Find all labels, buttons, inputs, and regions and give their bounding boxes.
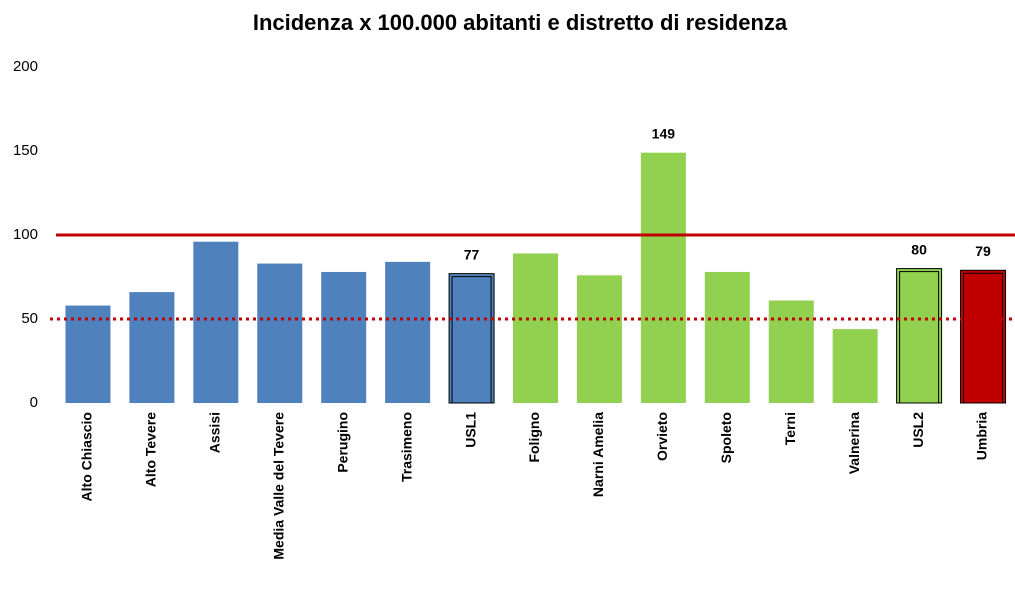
x-tick-label: Alto Chiascio (79, 412, 95, 501)
x-tick-label: Orvieto (654, 412, 670, 461)
x-tick-label: Alto Tevere (143, 412, 159, 487)
y-tick-label: 50 (21, 310, 38, 327)
x-tick-label: Terni (782, 412, 798, 445)
x-tick-label: Perugino (334, 412, 350, 473)
bar (257, 263, 303, 403)
x-tick-label: Umbria (974, 412, 990, 460)
x-tick-label: Assisi (207, 412, 223, 453)
value-label: 149 (652, 125, 676, 141)
x-tick-label: Trasimeno (398, 412, 414, 482)
value-label: 80 (911, 241, 927, 257)
bar (65, 305, 111, 403)
bar (193, 241, 239, 403)
bar-outline (963, 272, 1004, 404)
x-tick-label: Foligno (526, 412, 542, 463)
bar (640, 152, 686, 403)
bar (960, 270, 1006, 403)
bar (896, 268, 942, 403)
x-tick-label: Valnerina (846, 412, 862, 474)
bar (576, 275, 622, 403)
y-tick-label: 200 (13, 58, 38, 75)
y-tick-label: 0 (30, 394, 38, 411)
bar (385, 261, 431, 403)
value-label: 79 (975, 243, 991, 259)
bar (513, 253, 558, 403)
bar (449, 273, 495, 403)
bar (321, 271, 367, 403)
bar (768, 300, 814, 403)
x-tick-label: Spoleto (718, 412, 734, 463)
chart-title: Incidenza x 100.000 abitanti e distretto… (253, 10, 788, 35)
bar (129, 292, 175, 403)
x-tick-label: Narni Amelia (590, 412, 606, 497)
x-tick-label: USL1 (462, 412, 478, 448)
y-tick-label: 100 (13, 226, 38, 243)
bar-outline (451, 276, 492, 404)
bar (832, 329, 878, 403)
bar (704, 271, 750, 403)
bar-outline (899, 271, 940, 404)
y-tick-label: 150 (13, 142, 38, 159)
value-label: 77 (464, 246, 480, 262)
x-tick-label: USL2 (910, 412, 926, 448)
x-tick-label: Media Valle del Tevere (270, 412, 286, 560)
